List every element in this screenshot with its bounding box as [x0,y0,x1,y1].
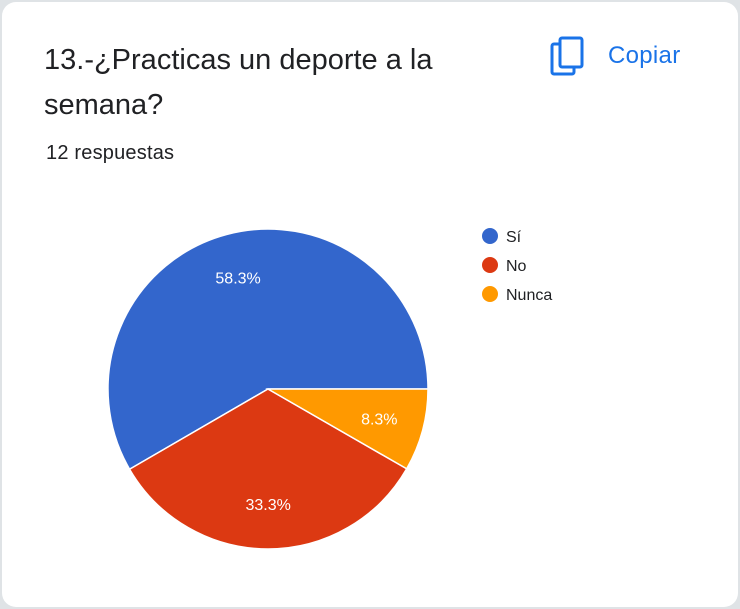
pie-slice-3[interactable] [265,388,429,470]
copy-icon [550,36,584,76]
legend-swatch-2 [482,257,498,273]
question-title: 13.-¿Practicas un deporte a la semana? [44,44,433,121]
copy-button-label: Copiar [608,42,681,69]
slice-label-1: 58.3% [215,271,260,288]
response-count: 12 respuestas [46,142,175,164]
legend-label-2[interactable]: No [506,258,527,275]
slice-label-2: 33.3% [245,497,290,514]
chart-legend: Sí No Nunca [482,228,552,304]
pie-slice-labels: 58.3% 33.3% 8.3% [215,271,397,514]
legend-label-3[interactable]: Nunca [506,287,552,304]
legend-swatch-1 [482,228,498,244]
legend-label-1[interactable]: Sí [506,229,522,246]
pie-slice-1[interactable] [107,228,429,471]
pie-slices [107,228,429,550]
legend-swatch-3 [482,286,498,302]
slice-label-3: 8.3% [361,412,397,429]
copy-button[interactable]: Copiar [550,34,681,78]
